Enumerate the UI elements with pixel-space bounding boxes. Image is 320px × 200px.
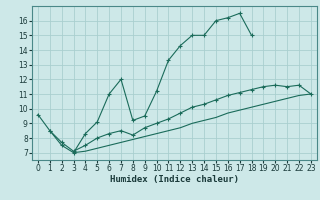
X-axis label: Humidex (Indice chaleur): Humidex (Indice chaleur) bbox=[110, 175, 239, 184]
